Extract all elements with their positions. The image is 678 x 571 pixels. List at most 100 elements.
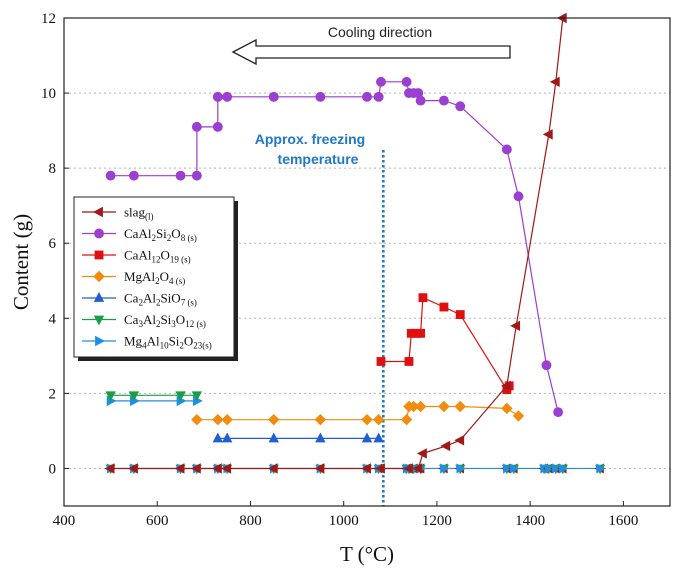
legend-marker	[94, 228, 104, 239]
data-point	[376, 357, 386, 366]
data-point	[401, 76, 412, 87]
data-point	[221, 463, 232, 474]
y-tick-label: 4	[49, 311, 57, 327]
x-tick-label: 1000	[329, 513, 359, 529]
series-line	[381, 296, 510, 391]
data-point	[373, 432, 384, 443]
legend-item: CaAl12O19 (s)	[82, 248, 191, 265]
data-point	[501, 144, 512, 155]
data-point	[553, 407, 564, 418]
y-tick-label: 6	[49, 236, 57, 252]
legend: slag(l) CaAl2Si2O8 (s) CaAl12O19 (s) MgAl2O…	[73, 196, 238, 361]
data-point	[416, 448, 427, 459]
series-CaAl12O19(s)	[376, 293, 514, 395]
data-point	[315, 91, 326, 102]
series-CaAl2Si2O8(s)	[105, 76, 564, 418]
zero-marker	[503, 463, 513, 474]
x-tick-label: 600	[146, 513, 169, 529]
data-point	[212, 432, 224, 443]
data-point	[212, 121, 223, 132]
y-tick-label: 0	[49, 461, 57, 477]
zero-marker	[440, 463, 450, 474]
data-point	[128, 170, 139, 181]
data-point	[416, 328, 426, 338]
series-Ca3Al2Si3O12(s)	[105, 391, 203, 402]
legend-label: slag(l)	[124, 205, 153, 222]
data-point	[361, 463, 371, 474]
cooling-direction-arrow: Cooling direction	[231, 24, 511, 66]
data-point	[510, 320, 521, 332]
zero-marker	[456, 463, 466, 474]
data-point	[454, 400, 466, 413]
zero-marker	[510, 463, 520, 474]
data-point	[268, 91, 279, 102]
legend-marker	[95, 335, 105, 347]
legend-item: MgAl2O4 (s)	[82, 269, 185, 286]
data-point	[541, 360, 552, 371]
data-point	[406, 328, 416, 338]
legend-item: slag(l)	[82, 205, 153, 222]
zero-marker	[552, 463, 562, 474]
data-point	[361, 413, 373, 426]
legend-marker	[93, 315, 105, 326]
y-tick-label: 10	[41, 86, 56, 102]
data-point	[375, 463, 385, 474]
x-tick-label: 1200	[422, 513, 452, 529]
legend-label: CaAl2Si2O8 (s)	[124, 226, 197, 243]
legend-label: MgAl2O4 (s)	[124, 269, 185, 286]
legend-label: Ca2Al2SiO7 (s)	[124, 291, 197, 308]
data-point	[400, 413, 413, 426]
data-point	[128, 391, 140, 402]
data-point	[415, 95, 426, 106]
legend-label: Ca3Al2Si3O12 (s)	[124, 312, 206, 329]
y-tick-label: 2	[49, 386, 57, 402]
legend-label: CaAl12O19 (s)	[124, 248, 191, 265]
data-point	[404, 357, 414, 366]
data-point	[211, 463, 222, 474]
data-point	[549, 76, 560, 88]
data-point	[373, 91, 384, 102]
data-point	[314, 413, 327, 426]
data-point	[267, 463, 278, 474]
plot-frame	[63, 17, 671, 507]
y-tick-label: 8	[49, 161, 57, 177]
freezing-label-line1: Approx. freezing	[255, 131, 365, 147]
data-point	[191, 413, 203, 426]
series-Ca2Al2SiO7(s)	[212, 432, 384, 443]
data-point	[362, 91, 372, 102]
data-point	[191, 391, 203, 402]
cooling-arrow-shape	[231, 38, 511, 66]
data-point	[268, 432, 279, 443]
data-point	[411, 328, 421, 338]
zero-marker	[559, 463, 569, 474]
data-point	[222, 91, 233, 102]
data-point	[314, 463, 325, 474]
data-point	[501, 402, 513, 415]
data-point	[105, 391, 116, 402]
data-point	[439, 302, 449, 312]
data-point	[455, 310, 465, 319]
x-tick-label: 1600	[608, 513, 638, 529]
data-point	[402, 463, 413, 474]
data-point	[174, 463, 185, 474]
zero-marker	[596, 463, 606, 474]
legend-item: Ca2Al2SiO7 (s)	[82, 291, 197, 308]
data-point	[315, 432, 326, 443]
legend-marker	[93, 270, 105, 283]
data-point	[221, 432, 233, 443]
freezing-label-line2: temperature	[278, 151, 359, 167]
legend-item: Mg4Al10Si2O23(s)	[82, 334, 212, 351]
data-point	[414, 400, 427, 413]
data-point	[513, 191, 524, 202]
data-point	[500, 380, 511, 392]
data-point	[454, 435, 465, 446]
legend-marker	[93, 292, 105, 302]
x-tick-label: 400	[53, 513, 76, 529]
data-point	[512, 410, 525, 422]
y-tick-label: 12	[41, 11, 56, 27]
data-point	[212, 413, 224, 426]
series-slag(l)	[104, 12, 567, 474]
x-tick-label: 800	[239, 513, 262, 529]
legend-marker	[93, 206, 103, 218]
data-point	[438, 95, 449, 106]
